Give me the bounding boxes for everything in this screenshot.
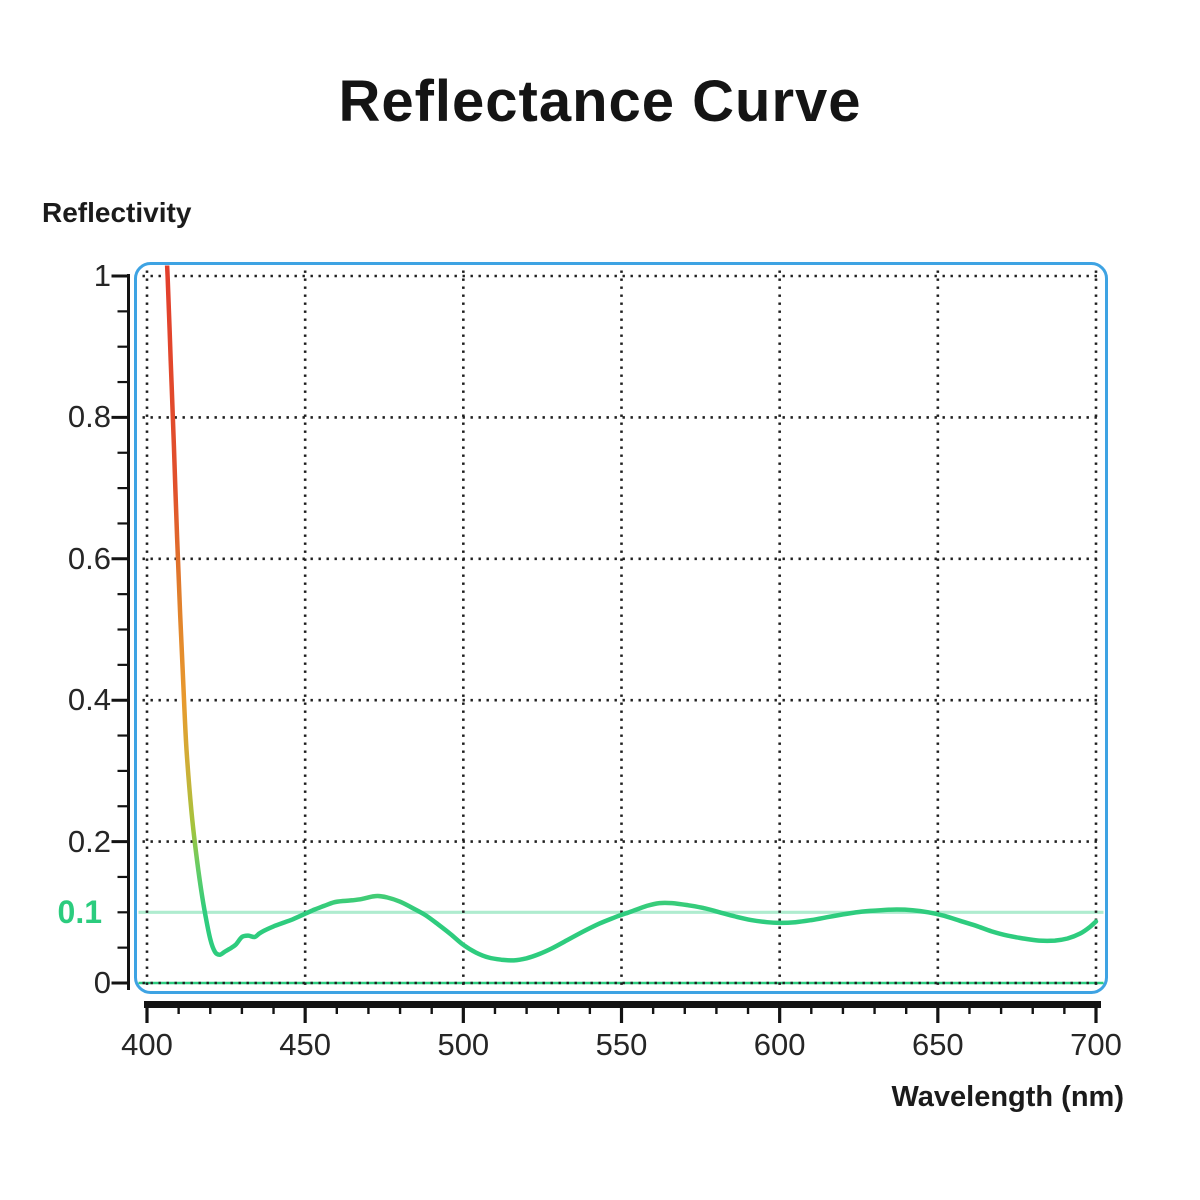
y-tick-label: 0.6 (67, 540, 111, 576)
y-tick-label: 1 (93, 258, 111, 293)
x-tick-label: 600 (753, 1027, 806, 1062)
plot-border (134, 262, 1108, 994)
reference-value-label: 0.1 (57, 894, 102, 931)
x-axis-title: Wavelength (nm) (891, 1081, 1124, 1113)
x-tick-label: 700 (1070, 1027, 1122, 1062)
chart-title: Reflectance Curve (338, 69, 862, 134)
reflectance-curve (163, 265, 1099, 963)
y-tick-label: 0.8 (67, 399, 111, 435)
y-tick-label: 0.4 (67, 682, 111, 718)
y-axis-title: Reflectivity (42, 197, 192, 228)
x-tick-label: 500 (437, 1027, 490, 1062)
x-tick-label: 550 (595, 1027, 648, 1062)
y-tick-label: 0 (93, 965, 111, 1000)
x-tick-label: 400 (121, 1027, 173, 1062)
x-tick-label: 650 (911, 1027, 964, 1062)
y-tick-label: 0.2 (67, 823, 111, 859)
x-tick-label: 450 (279, 1027, 332, 1062)
